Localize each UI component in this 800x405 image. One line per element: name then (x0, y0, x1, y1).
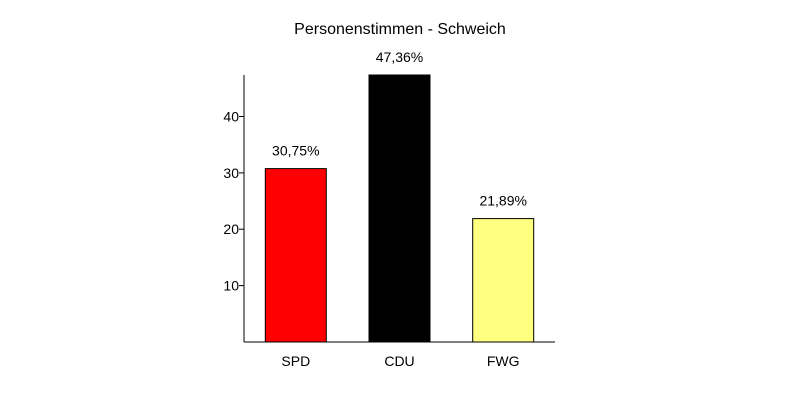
chart-title: Personenstimmen - Schweich (294, 21, 506, 38)
bars-group (264, 74, 535, 343)
y-tick-label-20: 20 (223, 221, 239, 237)
y-tick-label-30: 30 (223, 165, 239, 181)
category-label-spd: SPD (281, 353, 310, 369)
category-label-fwg: FWG (487, 353, 520, 369)
y-tick-label-10: 10 (223, 278, 239, 294)
labels-group: 30,75% SPD 47,36% CDU 21,89% FWG (272, 49, 527, 369)
bar-cdu (368, 74, 431, 343)
y-tick-label-40: 40 (223, 109, 239, 125)
data-label-spd: 30,75% (272, 143, 319, 159)
bar-fwg (472, 218, 535, 343)
bar-spd (264, 168, 327, 343)
data-label-cdu: 47,36% (376, 49, 423, 65)
category-label-cdu: CDU (384, 353, 414, 369)
data-label-fwg: 21,89% (479, 193, 526, 209)
axes-group: 10 20 30 40 (223, 75, 555, 343)
